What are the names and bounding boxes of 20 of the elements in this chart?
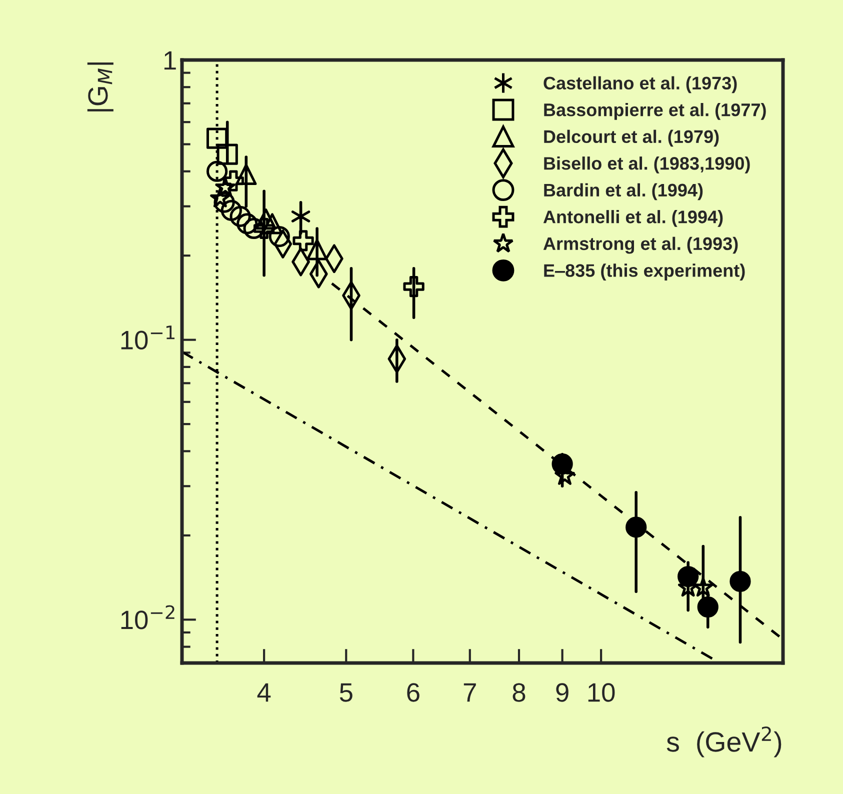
legend-label: Antonelli et al. (1994): [543, 210, 723, 227]
legend-label: Delcourt et al. (1979): [544, 130, 719, 147]
legend-label: Bardin et al. (1994): [544, 183, 703, 200]
x-axis-title: s (GeV$^{2}$): [666, 726, 782, 758]
y-axis-title: |G$_{M}$|: [87, 62, 114, 112]
x-tick-label: 10: [588, 683, 615, 702]
x-tick-label: 6: [407, 683, 420, 702]
x-tick-label: 9: [556, 683, 568, 702]
legend-label: Bisello et al. (1983,1990): [544, 156, 750, 174]
y-tick-label: 10$^{−2}$: [121, 605, 174, 630]
y-tick-label: 1: [164, 51, 176, 70]
x-tick-label: 8: [512, 683, 526, 702]
legend-label: E‒835 (this experiment): [544, 264, 745, 280]
x-tick-label: 4: [257, 683, 271, 702]
legend-label: Armstrong et al. (1993): [543, 236, 738, 254]
x-tick-label: 7: [464, 683, 476, 702]
legend-label: Bassompierre et al. (1977): [544, 103, 766, 120]
legend-label: Castellano et al. (1973): [544, 76, 737, 94]
x-tick-label: 5: [340, 683, 352, 702]
y-tick-label: 10$^{−1}$: [121, 326, 174, 350]
